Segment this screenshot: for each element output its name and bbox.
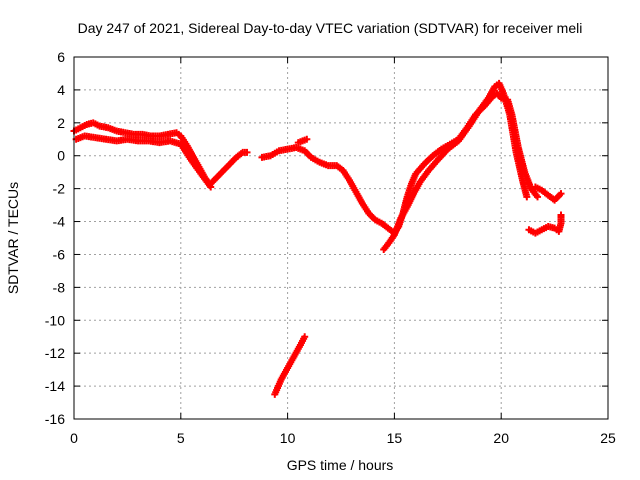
data-marks <box>70 79 565 398</box>
data-point <box>534 193 542 201</box>
data-point <box>243 148 251 156</box>
x-tick-label: 5 <box>177 430 185 446</box>
series-tail-upper <box>531 183 565 204</box>
y-tick-label: -12 <box>45 345 65 361</box>
tick-labels: 0 5 10 15 20 25 -16 -14 -12 -10 -8 -6 -4 -2 0 2 4 6 <box>45 49 616 446</box>
plot-frame <box>73 56 609 420</box>
chart-title: Day 247 of 2021, Sidereal Day-to-day VTE… <box>78 20 583 36</box>
series-isolated <box>271 135 311 398</box>
y-tick-label: 0 <box>57 148 65 164</box>
series-lower-band <box>72 132 215 191</box>
series-descent <box>380 79 531 254</box>
x-tick-label: 25 <box>600 430 616 446</box>
y-tick-label: -6 <box>53 246 66 262</box>
data-point <box>557 190 565 198</box>
series-tail-lower <box>525 211 565 237</box>
data-point <box>301 333 309 341</box>
data-point <box>523 193 531 201</box>
x-axis-label: GPS time / hours <box>287 457 394 473</box>
y-tick-label: -14 <box>45 378 65 394</box>
y-tick-label: 2 <box>57 115 65 131</box>
y-tick-label: 6 <box>57 49 65 65</box>
y-axis-label: SDTVAR / TECUs <box>5 182 21 294</box>
grid-lines <box>73 56 609 420</box>
y-tick-label: -16 <box>45 411 65 427</box>
y-tick-label: -4 <box>53 214 66 230</box>
y-tick-label: 4 <box>57 82 65 98</box>
data-point <box>557 211 565 219</box>
series-main <box>70 119 251 188</box>
x-tick-label: 10 <box>280 430 296 446</box>
x-tick-label: 0 <box>70 430 78 446</box>
data-point <box>207 183 215 191</box>
y-tick-label: -2 <box>53 181 66 197</box>
y-tick-label: -10 <box>45 312 65 328</box>
x-tick-label: 20 <box>493 430 509 446</box>
x-tick-label: 15 <box>387 430 403 446</box>
data-point <box>303 135 311 143</box>
y-tick-label: -8 <box>53 279 66 295</box>
